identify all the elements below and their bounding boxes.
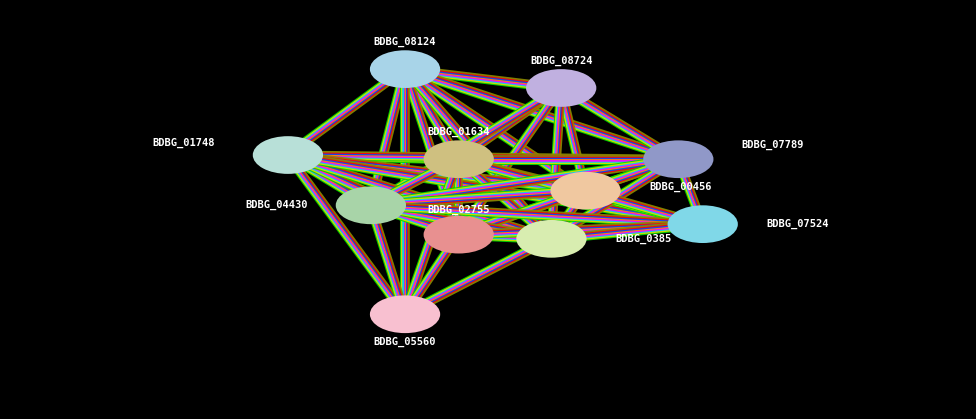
Text: BDBG_01748: BDBG_01748 bbox=[152, 137, 215, 147]
Ellipse shape bbox=[668, 205, 738, 243]
Text: BDBG_07524: BDBG_07524 bbox=[766, 219, 829, 229]
Ellipse shape bbox=[424, 216, 494, 253]
Ellipse shape bbox=[424, 140, 494, 178]
Text: BDBG_00456: BDBG_00456 bbox=[649, 181, 712, 191]
Text: BDBG_02755: BDBG_02755 bbox=[427, 204, 490, 215]
Ellipse shape bbox=[370, 295, 440, 333]
Text: BDBG_08124: BDBG_08124 bbox=[374, 37, 436, 47]
Ellipse shape bbox=[253, 136, 323, 174]
Ellipse shape bbox=[526, 69, 596, 107]
Text: BDBG_01634: BDBG_01634 bbox=[427, 127, 490, 137]
Ellipse shape bbox=[550, 172, 621, 210]
Text: BDBG_0385: BDBG_0385 bbox=[615, 234, 671, 244]
Text: BDBG_05560: BDBG_05560 bbox=[374, 336, 436, 347]
Text: BDBG_04430: BDBG_04430 bbox=[245, 200, 307, 210]
Ellipse shape bbox=[516, 220, 587, 258]
Text: BDBG_07789: BDBG_07789 bbox=[742, 140, 804, 150]
Ellipse shape bbox=[643, 140, 713, 178]
Text: BDBG_08724: BDBG_08724 bbox=[530, 56, 592, 66]
Ellipse shape bbox=[336, 186, 406, 224]
Ellipse shape bbox=[370, 50, 440, 88]
